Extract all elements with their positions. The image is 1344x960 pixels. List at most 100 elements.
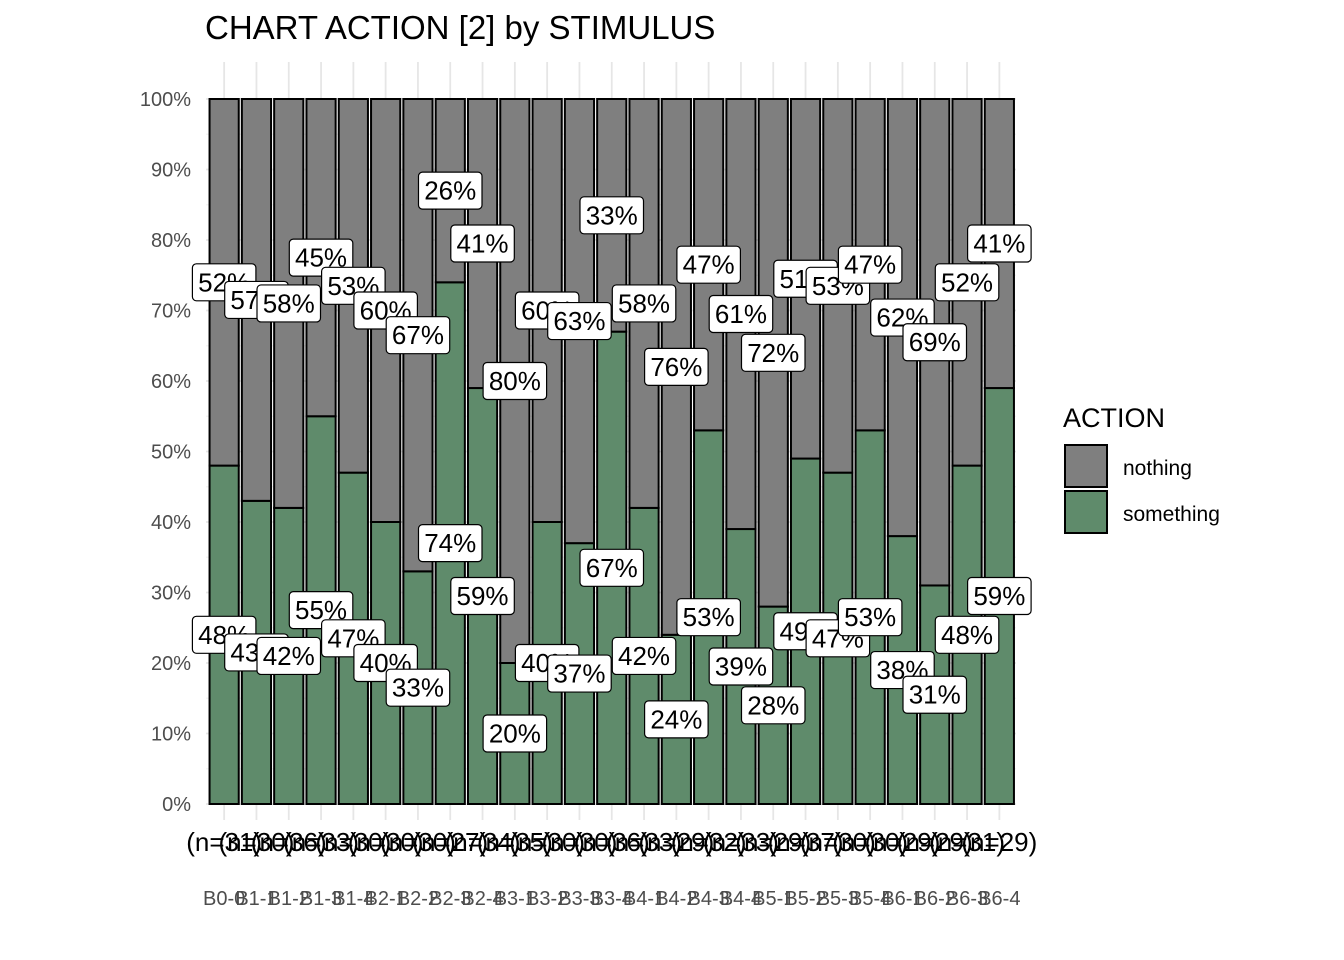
data-label-something: 28% xyxy=(740,686,806,725)
x-tick-label: B6-1 xyxy=(881,888,923,910)
y-tick-label: 0% xyxy=(162,794,191,816)
svg-text:53%: 53% xyxy=(844,602,896,632)
svg-text:26%: 26% xyxy=(424,176,476,206)
x-count-label: (n=30) xyxy=(800,827,876,857)
data-label-something: 42% xyxy=(256,636,322,676)
svg-text:42%: 42% xyxy=(618,641,670,671)
svg-text:39%: 39% xyxy=(715,652,767,682)
legend-swatch-nothing xyxy=(1064,444,1108,488)
x-tick-label: B1-3 xyxy=(300,888,342,910)
x-count-label: (n=36) xyxy=(574,827,650,857)
x-count-label: (n=29) xyxy=(735,827,811,857)
svg-text:24%: 24% xyxy=(650,704,702,734)
y-tick-label: 80% xyxy=(151,230,191,252)
data-label-nothing: 47% xyxy=(837,245,903,284)
data-label-something: 59% xyxy=(450,576,515,616)
data-label-something: 42% xyxy=(611,636,677,676)
x-count-label: (n=27) xyxy=(412,827,488,857)
x-count-label: (n=33) xyxy=(606,827,682,857)
legend-swatch-something xyxy=(1064,490,1108,534)
svg-text:72%: 72% xyxy=(747,338,799,368)
x-count-label: (n=29) xyxy=(897,827,973,857)
svg-text:59%: 59% xyxy=(457,581,509,611)
x-tick-label: B4-1 xyxy=(623,888,665,910)
svg-text:67%: 67% xyxy=(392,320,444,350)
x-count-label: (n=32) xyxy=(671,827,747,857)
x-tick-label: B5-3 xyxy=(817,888,859,910)
svg-text:37%: 37% xyxy=(553,659,605,689)
x-count-label: (n=29) xyxy=(638,827,714,857)
svg-text:58%: 58% xyxy=(263,288,315,318)
data-label-nothing: 26% xyxy=(417,171,483,210)
svg-text:52%: 52% xyxy=(941,267,993,297)
data-label-something: 31% xyxy=(902,675,968,714)
svg-text:42%: 42% xyxy=(263,641,315,671)
legend-label-something: something xyxy=(1123,503,1220,526)
x-tick-label: B3-3 xyxy=(558,888,600,910)
data-label-nothing: 69% xyxy=(902,323,968,362)
data-label-something: 37% xyxy=(547,654,612,693)
data-label-something: 24% xyxy=(643,700,709,739)
data-label-something: 39% xyxy=(708,647,774,686)
data-label-something: 33% xyxy=(385,668,451,707)
x-tick-label: B5-4 xyxy=(849,888,891,910)
x-count-label: (n=31) xyxy=(929,827,1005,857)
x-axis: (n=31) B0-0 (n=30) B1-1 (n=36) B1-2 (n=33) B1-3… xyxy=(186,827,1037,910)
svg-text:48%: 48% xyxy=(941,620,993,650)
y-tick-label: 30% xyxy=(151,583,191,605)
svg-text:41%: 41% xyxy=(973,229,1025,259)
data-label-nothing: 61% xyxy=(708,294,774,334)
x-tick-label: B6-2 xyxy=(914,888,956,910)
x-tick-label: B2-1 xyxy=(365,888,407,910)
data-label-nothing: 72% xyxy=(740,333,806,372)
data-label-nothing: 41% xyxy=(966,224,1032,263)
y-tick-label: 70% xyxy=(151,301,191,323)
svg-text:41%: 41% xyxy=(457,229,509,259)
data-label-nothing: 58% xyxy=(611,284,677,323)
svg-text:76%: 76% xyxy=(650,352,702,382)
svg-text:31%: 31% xyxy=(909,680,961,710)
data-label-something: 67% xyxy=(579,548,645,587)
x-count-label: (n=31) xyxy=(186,827,262,857)
data-label-something: 53% xyxy=(837,598,903,637)
x-tick-label: B1-2 xyxy=(268,888,310,910)
data-label-something: 48% xyxy=(934,615,1000,654)
svg-text:74%: 74% xyxy=(424,528,476,558)
svg-text:67%: 67% xyxy=(586,553,638,583)
x-count-label: (n=30) xyxy=(509,827,585,857)
x-tick-label: B2-4 xyxy=(461,888,503,910)
x-count-label: (n=29) xyxy=(961,827,1037,857)
x-tick-label: B4-4 xyxy=(720,888,762,910)
x-count-label: (n=30) xyxy=(219,827,295,857)
x-count-label: (n=33) xyxy=(703,827,779,857)
data-label-nothing: 63% xyxy=(547,301,612,341)
x-tick-label: B3-4 xyxy=(591,888,633,910)
legend-label-nothing: nothing xyxy=(1123,457,1192,480)
x-count-label: (n=36) xyxy=(251,827,327,857)
x-tick-label: B5-2 xyxy=(784,888,826,910)
x-count-label: (n=37) xyxy=(768,827,844,857)
data-labels: 52%48%57%43%58%42%45%55%53%47%60%40%67%3… xyxy=(191,171,1032,753)
data-label-nothing: 58% xyxy=(256,284,322,323)
data-label-something: 20% xyxy=(482,714,548,753)
y-tick-label: 60% xyxy=(151,371,191,393)
y-tick-label: 50% xyxy=(151,442,191,464)
x-tick-label: B1-1 xyxy=(235,888,277,910)
data-label-something: 59% xyxy=(966,576,1032,616)
x-count-label: (n=34) xyxy=(445,827,521,857)
y-axis: 0% 10% 20% 30% 40% 50% 60% 70% 80% 90% 100% xyxy=(140,89,191,816)
data-label-nothing: 76% xyxy=(643,347,709,386)
x-tick-label: B0-0 xyxy=(203,888,245,910)
svg-text:28%: 28% xyxy=(747,690,799,720)
x-tick-label: B6-3 xyxy=(946,888,988,910)
data-label-something: 53% xyxy=(676,598,742,637)
svg-text:80%: 80% xyxy=(489,366,541,396)
x-tick-label: B5-1 xyxy=(752,888,794,910)
svg-text:47%: 47% xyxy=(683,250,735,280)
data-label-nothing: 47% xyxy=(676,245,742,284)
data-label-something: 74% xyxy=(417,524,483,563)
x-tick-label: B6-4 xyxy=(978,888,1020,910)
y-tick-label: 100% xyxy=(140,89,191,111)
svg-text:58%: 58% xyxy=(618,288,670,318)
